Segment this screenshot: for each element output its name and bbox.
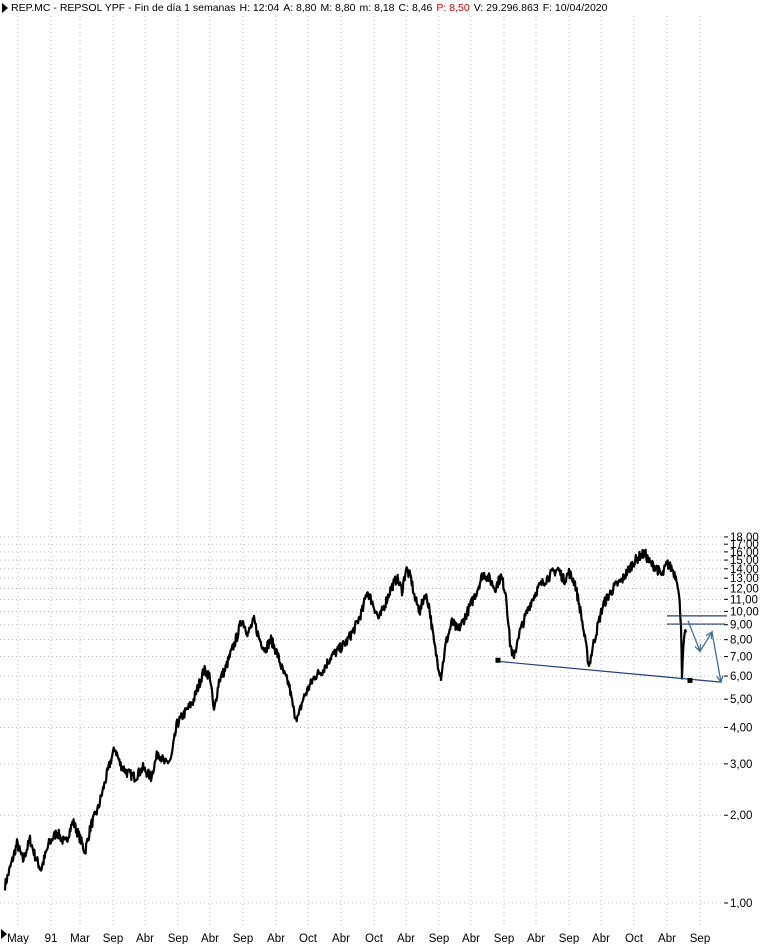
- y-tick-label: 13,00: [730, 573, 759, 585]
- x-tick-label: Oct: [365, 933, 384, 944]
- x-tick-label: Abr: [397, 933, 415, 944]
- x-tick-label: Abr: [658, 933, 676, 944]
- x-tick-label: Oct: [299, 933, 318, 944]
- anchor-marker: [687, 677, 693, 683]
- y-tick-label: 10,00: [730, 606, 759, 618]
- y-tick-label: 1,00: [730, 898, 752, 910]
- x-axis: May 91 Mar Sep Abr Sep Abr Sep Abr Oct Abr Oct Abr Se…: [7, 933, 710, 945]
- low-value: m: 8,18: [359, 2, 395, 14]
- projection-arrowhead: [705, 630, 713, 639]
- annotation-layer: [495, 615, 727, 684]
- price-line: [3, 548, 688, 891]
- collapse-arrow-icon[interactable]: [2, 3, 8, 13]
- grid-layer: [0, 16, 724, 925]
- price-label: P: [436, 2, 444, 14]
- y-tick-label: 14,00: [730, 564, 759, 576]
- support-trendline: [495, 660, 722, 683]
- x-tick-label: Abr: [136, 933, 154, 944]
- y-tick-label: 15,00: [730, 555, 759, 567]
- time-label: H: 12:04: [239, 2, 280, 14]
- x-tick-label: Sep: [233, 933, 253, 944]
- y-tick-label: 2,00: [730, 810, 752, 822]
- x-tick-label: Mar: [70, 933, 90, 944]
- x-tick-label: Abr: [462, 933, 480, 944]
- x-tick-label: Abr: [267, 933, 285, 944]
- open-value: A: 8,80: [283, 2, 317, 14]
- price-value: : 8,50: [443, 2, 470, 14]
- x-tick-label: Abr: [592, 933, 610, 944]
- y-tick-label: 12,00: [730, 583, 759, 595]
- y-tick-label: 7,00: [730, 652, 752, 664]
- scroll-left-arrow-icon[interactable]: [1, 929, 7, 939]
- x-tick-label: Abr: [201, 933, 219, 944]
- high-value: M: 8,80: [320, 2, 356, 14]
- date-value: F: 10/04/2020: [542, 2, 608, 14]
- x-tick-label: Sep: [494, 933, 514, 944]
- x-tick-label: Sep: [429, 933, 449, 944]
- y-axis: 1,00 2,00 3,00 4,00 5,00 6,00 7,00 8,00 9,00 10,0…: [724, 532, 759, 910]
- projection-path: [687, 620, 722, 683]
- y-tick-label: 16,00: [730, 547, 759, 559]
- y-tick-label: 3,00: [730, 759, 752, 771]
- price-series: [3, 548, 688, 891]
- y-tick-label: 9,00: [730, 620, 752, 632]
- projection-arrowhead: [694, 644, 702, 653]
- x-tick-label: Abr: [527, 933, 545, 944]
- x-tick-label: Sep: [168, 933, 188, 944]
- x-tick-label: May: [7, 933, 29, 944]
- x-tick-label: Sep: [103, 933, 123, 944]
- header-bar: REP.MC - REPSOL YPF - Fin de día 1 seman…: [0, 0, 612, 16]
- y-tick-label: 11,00: [730, 594, 758, 606]
- y-tick-label: 5,00: [730, 694, 752, 706]
- y-tick-label: 17,00: [730, 539, 759, 551]
- x-tick-label: 91: [45, 933, 58, 944]
- y-tick-label: 8,00: [730, 635, 752, 647]
- close-value: C: 8,46: [398, 2, 433, 14]
- x-tick-label: Oct: [625, 933, 644, 944]
- symbol-label: REP.MC - REPSOL YPF - Fin de día 1 seman…: [11, 2, 236, 14]
- volume-value: V: 29.296.863: [473, 2, 539, 14]
- y-tick-label: 6,00: [730, 671, 752, 683]
- x-tick-label: Sep: [690, 933, 710, 944]
- x-tick-label: Sep: [559, 933, 579, 944]
- anchor-marker: [495, 657, 501, 663]
- projection-arrowhead: [716, 675, 724, 684]
- y-tick-label: 4,00: [730, 722, 752, 734]
- y-tick-label: 18,00: [730, 532, 759, 544]
- x-tick-label: Abr: [332, 933, 350, 944]
